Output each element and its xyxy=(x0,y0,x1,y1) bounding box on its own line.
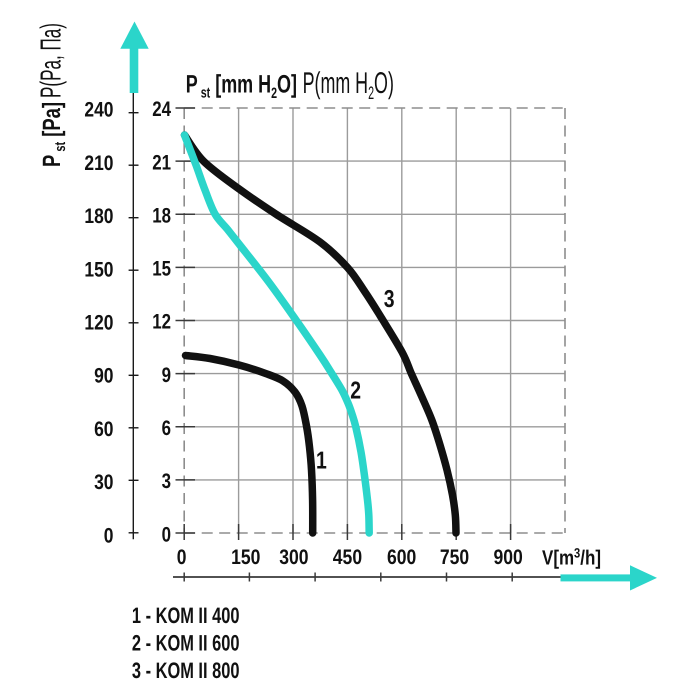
svg-text:300: 300 xyxy=(279,546,308,569)
svg-text:450: 450 xyxy=(333,546,362,569)
svg-text:0: 0 xyxy=(162,523,171,546)
svg-text:240: 240 xyxy=(84,99,113,122)
svg-text:3 - KOM II 800: 3 - KOM II 800 xyxy=(132,658,240,683)
svg-text:750: 750 xyxy=(440,546,469,569)
svg-text:0: 0 xyxy=(104,524,114,547)
svg-text:15: 15 xyxy=(152,258,171,281)
svg-text:6: 6 xyxy=(162,417,171,440)
svg-text:9: 9 xyxy=(162,364,171,387)
svg-text:P st [Pa]: P st [Pa] xyxy=(38,102,69,167)
svg-text:180: 180 xyxy=(84,205,113,228)
svg-text:3: 3 xyxy=(384,286,395,313)
svg-text:1 - KOM II 400: 1 - KOM II 400 xyxy=(132,603,240,628)
svg-text:21: 21 xyxy=(152,151,171,174)
svg-text:P st [mm H2O]: P st [mm H2O] xyxy=(186,70,297,102)
svg-text:24: 24 xyxy=(152,98,171,121)
svg-text:18: 18 xyxy=(152,204,171,227)
svg-text:120: 120 xyxy=(84,312,113,335)
svg-text:12: 12 xyxy=(152,311,171,334)
svg-text:30: 30 xyxy=(94,471,113,494)
svg-text:V[m3/h]: V[m3/h] xyxy=(542,546,601,570)
svg-text:2 - KOM II 600: 2 - KOM II 600 xyxy=(132,630,240,655)
svg-text:60: 60 xyxy=(94,418,113,441)
svg-text:P(mm H2O): P(mm H2O) xyxy=(303,67,394,103)
svg-text:90: 90 xyxy=(94,365,113,388)
svg-text:900: 900 xyxy=(494,546,523,569)
svg-text:600: 600 xyxy=(387,546,416,569)
svg-text:1: 1 xyxy=(316,448,327,475)
svg-text:3: 3 xyxy=(162,470,171,493)
svg-text:150: 150 xyxy=(84,258,113,281)
svg-text:150: 150 xyxy=(231,546,260,569)
svg-text:0: 0 xyxy=(177,546,187,569)
svg-text:2: 2 xyxy=(350,377,361,404)
svg-text:P(Pa, Па): P(Pa, Па) xyxy=(36,23,68,98)
svg-text:210: 210 xyxy=(84,152,113,175)
